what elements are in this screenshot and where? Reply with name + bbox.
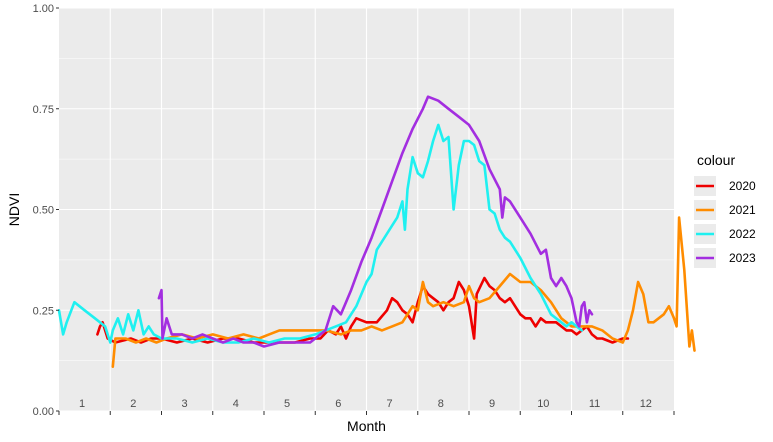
y-tick-label: 0.25	[33, 305, 54, 317]
x-axis: 1 2 3 4 5 6 7 8 9 10 11 12	[58, 398, 675, 415]
month-label: 8	[438, 398, 444, 410]
month-label: 9	[489, 398, 495, 410]
legend: colour 2020 2021 2022 2023	[694, 152, 756, 268]
month-label: 5	[284, 398, 290, 410]
legend-label-2023: 2023	[729, 251, 756, 265]
y-tick-label: 0.50	[33, 205, 54, 217]
month-label: 11	[589, 398, 600, 410]
legend-label-2020: 2020	[729, 179, 756, 193]
month-label: 7	[387, 398, 393, 410]
grid-lines	[59, 7, 674, 412]
month-label: 1	[79, 398, 85, 410]
month-label: 12	[640, 398, 652, 410]
y-axis: 0.00 0.25 0.50 0.75 1.00	[33, 3, 59, 418]
legend-label-2022: 2022	[729, 227, 756, 241]
y-tick-label: 0.00	[33, 406, 54, 418]
month-label: 2	[130, 398, 136, 410]
y-tick-label: 0.75	[33, 104, 54, 116]
x-axis-title: Month	[347, 418, 386, 434]
legend-title: colour	[697, 152, 735, 168]
month-label: 6	[335, 398, 341, 410]
series-lines	[57, 95, 696, 368]
month-label: 3	[182, 398, 188, 410]
series-line-2021	[111, 216, 696, 368]
month-label: 4	[233, 398, 239, 410]
series-line-2023	[157, 95, 594, 348]
legend-label-2021: 2021	[729, 203, 756, 217]
month-label: 10	[537, 398, 549, 410]
y-tick-label: 1.00	[33, 3, 54, 15]
series-line-2022	[57, 123, 584, 344]
y-axis-title: NDVI	[6, 193, 22, 226]
